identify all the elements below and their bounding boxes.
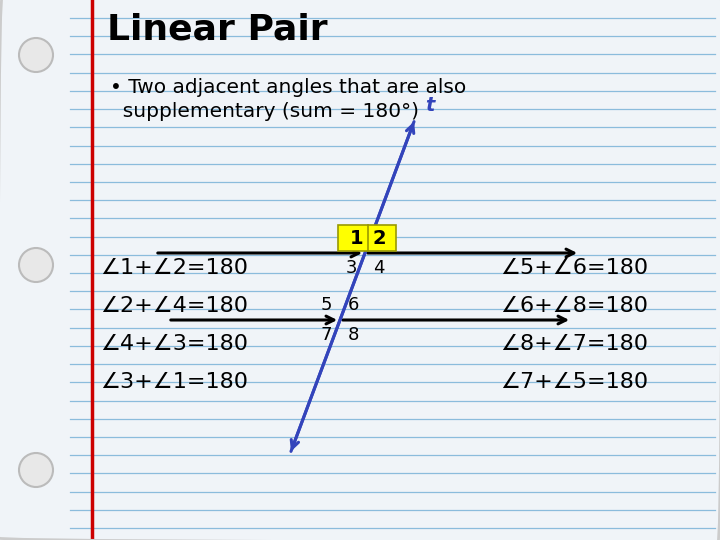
Text: ∠7+∠5=180: ∠7+∠5=180 xyxy=(500,372,648,392)
Circle shape xyxy=(19,248,53,282)
Text: supplementary (sum = 180°): supplementary (sum = 180°) xyxy=(110,102,419,121)
Circle shape xyxy=(19,38,53,72)
Text: 6: 6 xyxy=(348,296,359,314)
Text: ∠2+∠4=180: ∠2+∠4=180 xyxy=(100,296,248,316)
Text: ∠3+∠1=180: ∠3+∠1=180 xyxy=(100,372,248,392)
Text: 4: 4 xyxy=(373,259,384,277)
Text: 5: 5 xyxy=(320,296,332,314)
Bar xyxy=(338,225,396,251)
Text: 3: 3 xyxy=(346,259,357,277)
Text: Linear Pair: Linear Pair xyxy=(107,12,328,46)
Circle shape xyxy=(19,453,53,487)
Text: • Two adjacent angles that are also: • Two adjacent angles that are also xyxy=(110,78,467,97)
Text: ∠6+∠8=180: ∠6+∠8=180 xyxy=(500,296,648,316)
Text: ∠8+∠7=180: ∠8+∠7=180 xyxy=(500,334,648,354)
Text: ∠5+∠6=180: ∠5+∠6=180 xyxy=(500,258,648,278)
Text: 2: 2 xyxy=(372,228,386,247)
Text: t: t xyxy=(425,96,434,115)
Text: ∠1+∠2=180: ∠1+∠2=180 xyxy=(100,258,248,278)
Text: 8: 8 xyxy=(348,326,359,344)
Text: ∠4+∠3=180: ∠4+∠3=180 xyxy=(100,334,248,354)
Text: 1: 1 xyxy=(350,228,364,247)
Text: 7: 7 xyxy=(320,326,332,344)
